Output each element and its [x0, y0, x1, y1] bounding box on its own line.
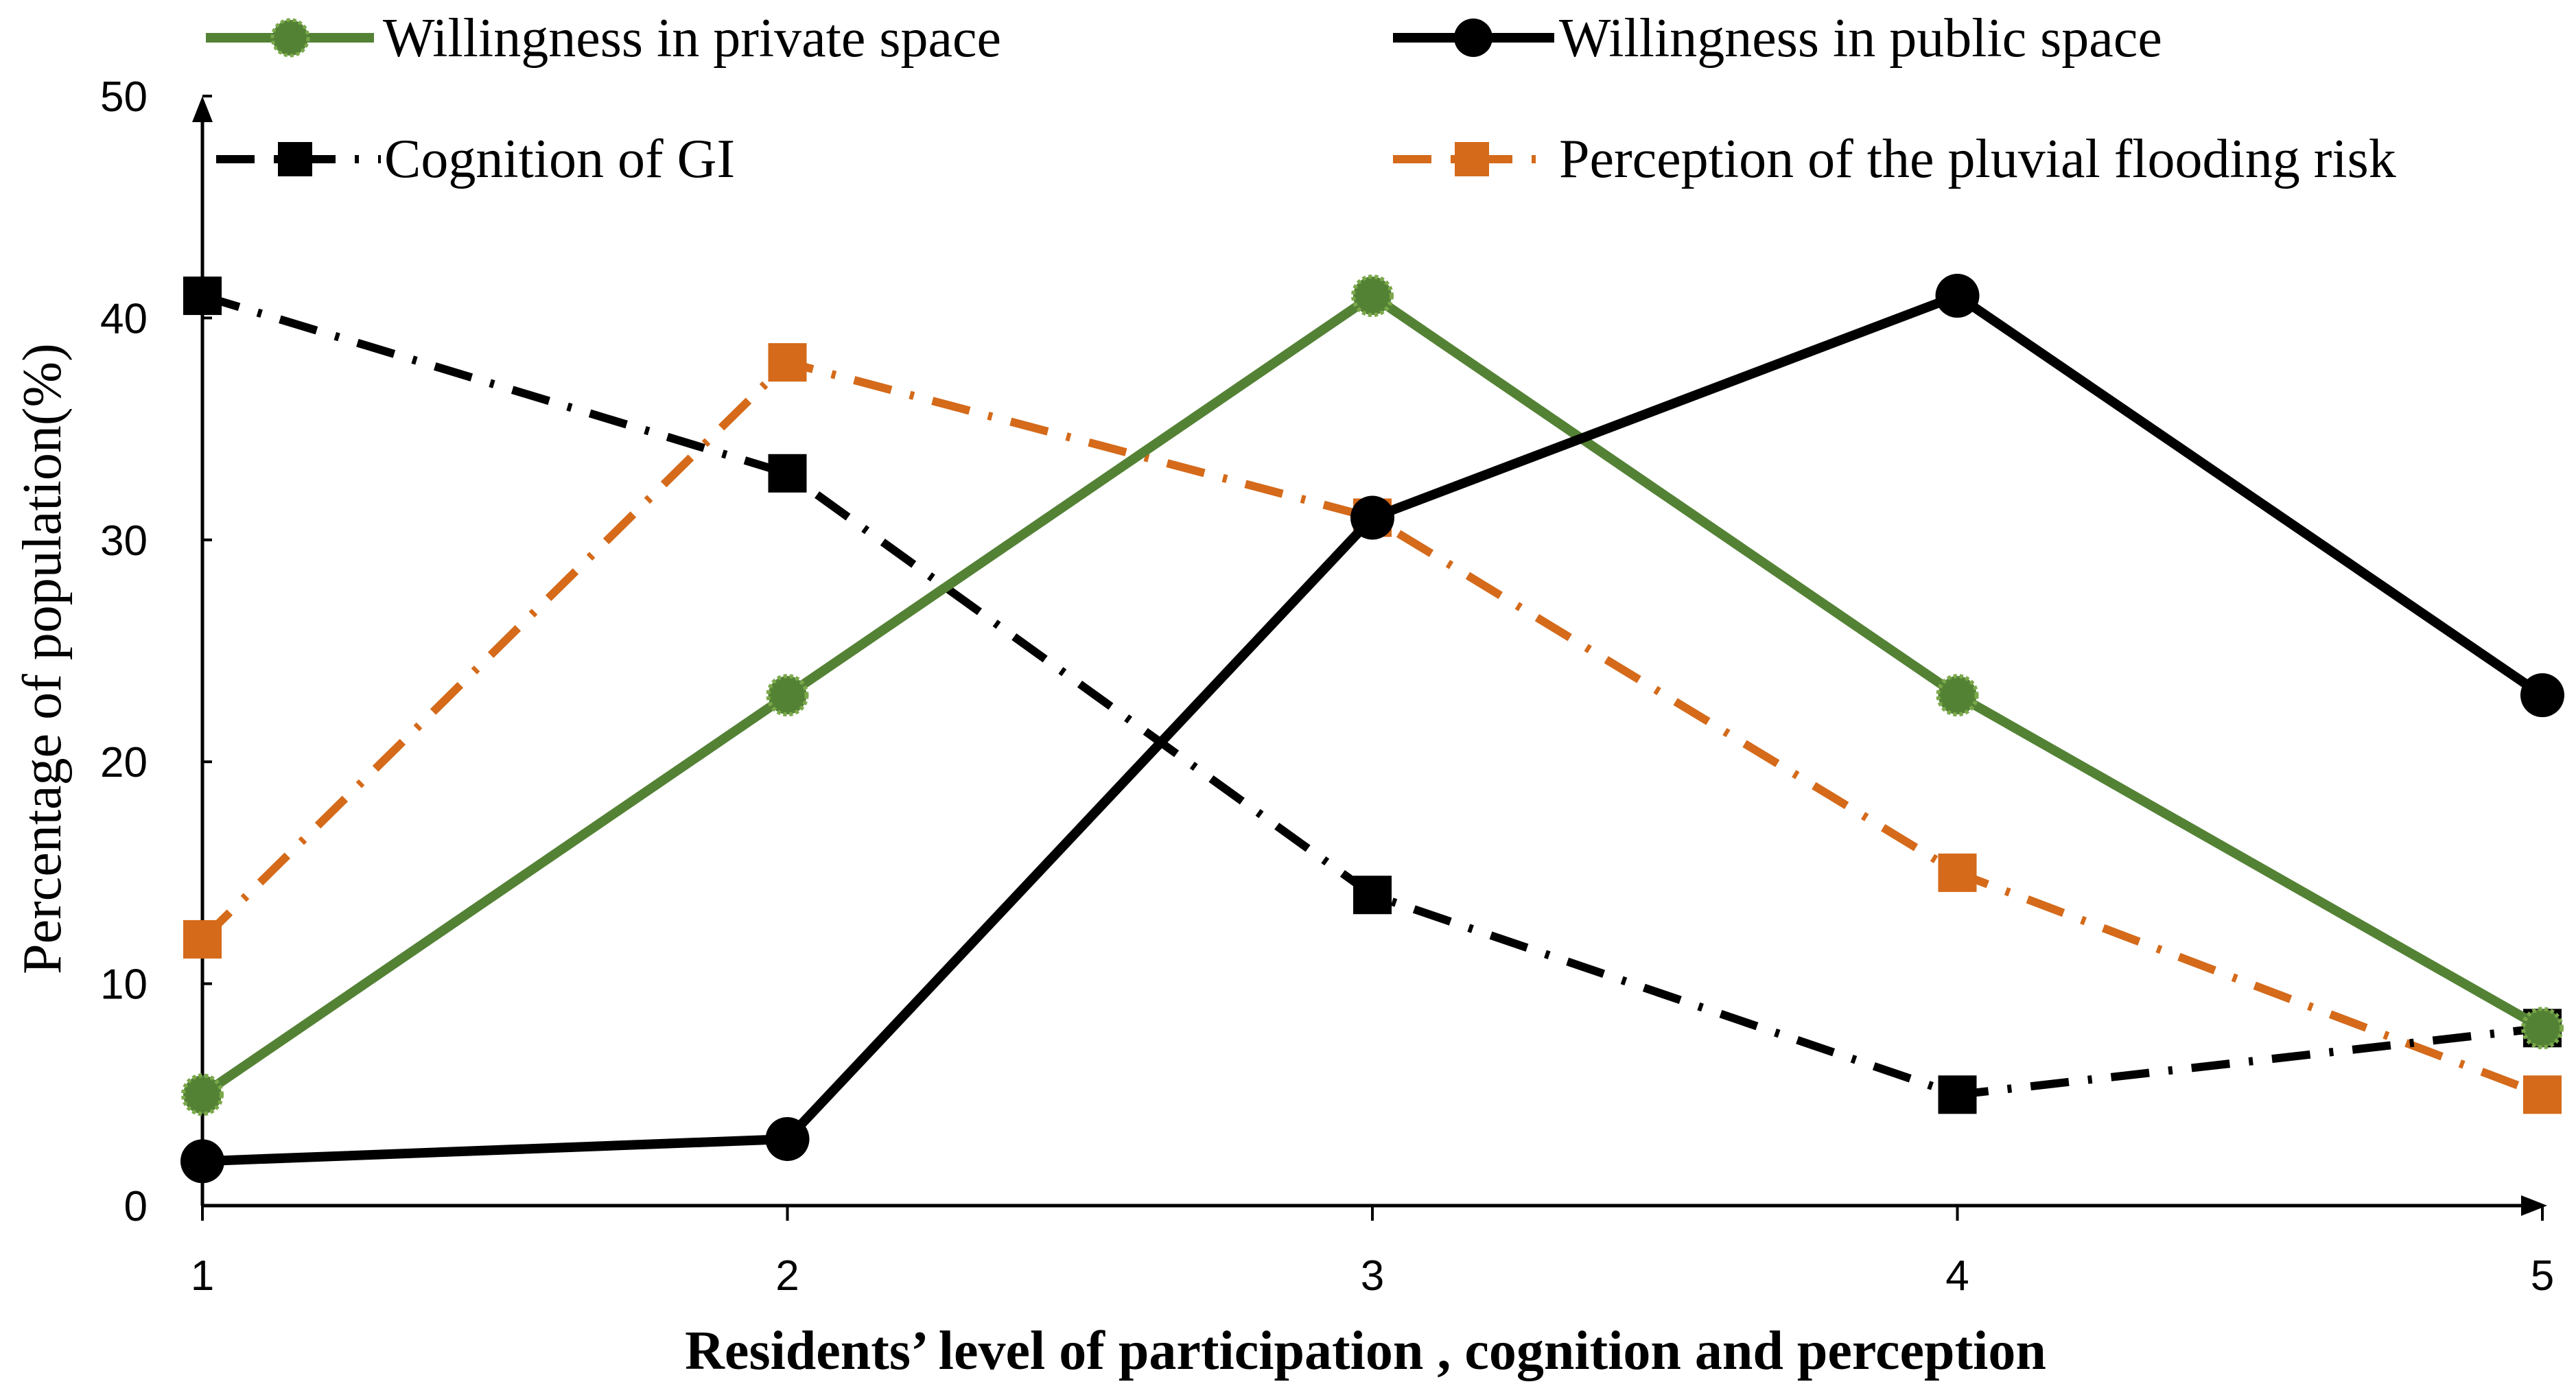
data-point	[180, 1139, 224, 1184]
legend-item-public: Willingness in public space	[1393, 8, 2162, 69]
data-point	[1351, 274, 1394, 318]
legend-label: Cognition of GI	[384, 129, 735, 189]
series-line	[200, 290, 2545, 1099]
x-tick-label: 2	[775, 1252, 799, 1300]
legend-label: Willingness in public space	[1559, 8, 2162, 69]
legend-swatch-marker	[1455, 142, 1489, 176]
legend-swatch-marker	[278, 142, 312, 176]
series-3	[183, 277, 2562, 1114]
data-point	[1935, 274, 1980, 318]
legend-label: Perception of the pluvial flooding risk	[1559, 129, 2396, 189]
x-tick-label: 5	[2531, 1252, 2554, 1300]
x-ticks: 1 2 3 4 5	[191, 1206, 2554, 1300]
y-tick-label: 20	[100, 739, 148, 786]
data-point	[768, 454, 807, 493]
series-line	[201, 292, 2543, 1099]
data-point	[183, 919, 222, 959]
data-point	[1936, 674, 1979, 717]
series-line	[199, 357, 2544, 1099]
data-point	[1938, 1075, 1977, 1114]
x-tick-label: 1	[191, 1252, 214, 1300]
series-layer	[180, 274, 2564, 1184]
axes	[192, 96, 2547, 1216]
data-point	[768, 343, 807, 382]
y-axis-arrow	[192, 96, 213, 122]
y-tick-label: 0	[124, 1183, 148, 1230]
series-1	[181, 274, 2564, 1116]
data-point	[2520, 673, 2564, 718]
y-tick-label: 10	[100, 961, 148, 1009]
legend-label: Willingness in private space	[383, 8, 1001, 69]
y-tick-label: 30	[100, 517, 148, 565]
x-axis-arrow	[2521, 1195, 2547, 1216]
y-ticks: 0 10 20 30 40 50	[100, 73, 212, 1230]
legend-swatch-marker	[1454, 19, 1492, 57]
data-point	[183, 277, 222, 316]
data-point	[2523, 1075, 2562, 1114]
data-point	[181, 1073, 224, 1116]
series-line	[202, 290, 2545, 1167]
series-2	[180, 274, 2564, 1184]
y-tick-label: 40	[100, 295, 148, 342]
legend-swatch-marker	[270, 18, 310, 58]
legend-item-cognition: Cognition of GI	[216, 129, 735, 189]
legend-item-perception: Perception of the pluvial flooding risk	[1393, 129, 2396, 189]
y-axis-label: Percentage of population(%)	[12, 343, 73, 974]
data-point	[1350, 495, 1394, 540]
x-tick-label: 3	[1361, 1252, 1384, 1300]
data-point	[766, 674, 809, 717]
series-4	[183, 343, 2562, 1114]
y-tick-label: 50	[100, 73, 148, 121]
data-point	[765, 1116, 810, 1161]
data-point	[1353, 876, 1392, 915]
x-tick-label: 4	[1945, 1252, 1969, 1300]
x-axis-label: Residents’ level of participation , cogn…	[685, 1321, 2046, 1381]
data-point	[2521, 1007, 2564, 1050]
legend: Willingness in private space Willingness…	[206, 8, 2396, 189]
data-point	[1938, 853, 1977, 892]
legend-item-private: Willingness in private space	[206, 8, 1001, 69]
